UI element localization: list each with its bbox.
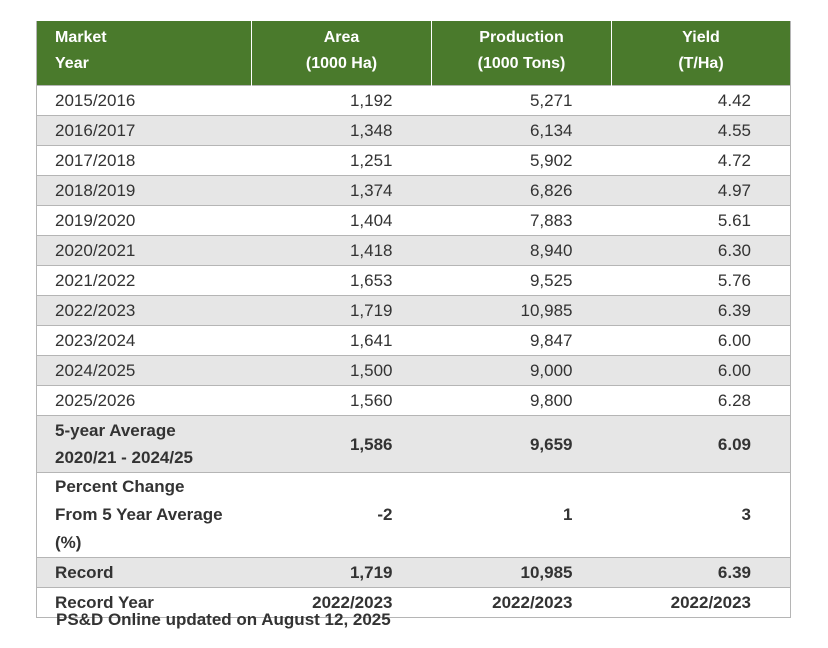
production-cell: 6,826 xyxy=(431,175,612,206)
table-body: 2015/2016 1,192 5,271 4.42 2016/2017 1,348 6,1… xyxy=(36,85,791,618)
area-cell: 1,719 xyxy=(251,295,432,326)
record-year-row: Record Year 2022/2023 2022/2023 2022/202… xyxy=(36,587,791,618)
record-year-area: 2022/2023 xyxy=(251,587,432,618)
percent-change-label: Percent Change From 5 Year Average (%) xyxy=(36,472,252,558)
header-yield-line2: (T/Ha) xyxy=(678,55,724,72)
market-year-cell: 2020/2021 xyxy=(36,235,252,266)
record-year-production: 2022/2023 xyxy=(431,587,612,618)
average-area: 1,586 xyxy=(251,415,432,473)
record-area: 1,719 xyxy=(251,557,432,588)
yield-cell: 4.97 xyxy=(611,175,791,206)
market-year-cell: 2019/2020 xyxy=(36,205,252,236)
market-year-cell: 2024/2025 xyxy=(36,355,252,386)
market-year-cell: 2018/2019 xyxy=(36,175,252,206)
production-cell: 9,000 xyxy=(431,355,612,386)
header-area: Area (1000 Ha) xyxy=(251,21,432,86)
average-yield: 6.09 xyxy=(611,415,791,473)
production-cell: 9,847 xyxy=(431,325,612,356)
market-year-cell: 2021/2022 xyxy=(36,265,252,296)
market-year-cell: 2023/2024 xyxy=(36,325,252,356)
table-row: 2022/2023 1,719 10,985 6.39 xyxy=(36,295,791,326)
area-cell: 1,653 xyxy=(251,265,432,296)
area-cell: 1,404 xyxy=(251,205,432,236)
data-table-container: Market Year Area (1000 Ha) Production (1… xyxy=(36,21,792,618)
yield-cell: 6.00 xyxy=(611,325,791,356)
record-yield: 6.39 xyxy=(611,557,791,588)
update-note: PS&D Online updated on August 12, 2025 xyxy=(56,610,391,629)
average-label-line1: 5-year Average xyxy=(55,421,176,440)
header-area-line1: Area xyxy=(323,29,360,46)
average-label: 5-year Average 2020/21 - 2024/25 xyxy=(36,415,252,473)
yield-cell: 6.28 xyxy=(611,385,791,416)
production-cell: 5,902 xyxy=(431,145,612,176)
percent-change-row: Percent Change From 5 Year Average (%) -… xyxy=(36,472,791,558)
market-year-cell: 2015/2016 xyxy=(36,85,252,116)
table-row: 2025/2026 1,560 9,800 6.28 xyxy=(36,385,791,416)
record-year-yield: 2022/2023 xyxy=(611,587,791,618)
header-production: Production (1000 Tons) xyxy=(431,21,612,86)
yield-cell: 6.30 xyxy=(611,235,791,266)
table-row: 2024/2025 1,500 9,000 6.00 xyxy=(36,355,791,386)
production-cell: 9,800 xyxy=(431,385,612,416)
yield-cell: 4.55 xyxy=(611,115,791,146)
average-label-line2: 2020/21 - 2024/25 xyxy=(55,448,194,467)
area-cell: 1,348 xyxy=(251,115,432,146)
market-year-cell: 2017/2018 xyxy=(36,145,252,176)
production-cell: 7,883 xyxy=(431,205,612,236)
header-production-line1: Production xyxy=(479,29,564,46)
percent-change-label-line3: (%) xyxy=(55,533,82,552)
yield-cell: 4.42 xyxy=(611,85,791,116)
average-production: 9,659 xyxy=(431,415,612,473)
area-cell: 1,560 xyxy=(251,385,432,416)
five-year-average-row: 5-year Average 2020/21 - 2024/25 1,586 9… xyxy=(36,415,791,473)
production-cell: 6,134 xyxy=(431,115,612,146)
header-yield-line1: Yield xyxy=(682,29,720,46)
production-cell: 9,525 xyxy=(431,265,612,296)
percent-change-yield: 3 xyxy=(611,472,791,558)
area-cell: 1,641 xyxy=(251,325,432,356)
header-market-year-line1: Market xyxy=(55,29,107,46)
percent-change-label-line2: From 5 Year Average xyxy=(55,505,223,524)
header-market-year-line2: Year xyxy=(55,55,89,72)
market-year-cell: 2022/2023 xyxy=(36,295,252,326)
header-yield: Yield (T/Ha) xyxy=(611,21,791,86)
record-year-label: Record Year xyxy=(36,587,252,618)
table-row: 2016/2017 1,348 6,134 4.55 xyxy=(36,115,791,146)
table-row: 2015/2016 1,192 5,271 4.42 xyxy=(36,85,791,116)
record-label: Record xyxy=(36,557,252,588)
area-cell: 1,374 xyxy=(251,175,432,206)
percent-change-label-line1: Percent Change xyxy=(55,477,185,496)
production-table: Market Year Area (1000 Ha) Production (1… xyxy=(36,21,791,618)
yield-cell: 5.76 xyxy=(611,265,791,296)
percent-change-production: 1 xyxy=(431,472,612,558)
table-row: 2017/2018 1,251 5,902 4.72 xyxy=(36,145,791,176)
yield-cell: 6.39 xyxy=(611,295,791,326)
market-year-cell: 2016/2017 xyxy=(36,115,252,146)
table-row: 2020/2021 1,418 8,940 6.30 xyxy=(36,235,791,266)
production-cell: 10,985 xyxy=(431,295,612,326)
area-cell: 1,500 xyxy=(251,355,432,386)
market-year-cell: 2025/2026 xyxy=(36,385,252,416)
table-row: 2023/2024 1,641 9,847 6.00 xyxy=(36,325,791,356)
table-row: 2021/2022 1,653 9,525 5.76 xyxy=(36,265,791,296)
header-production-line2: (1000 Tons) xyxy=(477,55,566,72)
yield-cell: 4.72 xyxy=(611,145,791,176)
yield-cell: 5.61 xyxy=(611,205,791,236)
table-row: 2019/2020 1,404 7,883 5.61 xyxy=(36,205,791,236)
header-market-year: Market Year xyxy=(36,21,252,86)
area-cell: 1,192 xyxy=(251,85,432,116)
production-cell: 8,940 xyxy=(431,235,612,266)
record-row: Record 1,719 10,985 6.39 xyxy=(36,557,791,588)
area-cell: 1,418 xyxy=(251,235,432,266)
table-header: Market Year Area (1000 Ha) Production (1… xyxy=(36,21,791,86)
production-cell: 5,271 xyxy=(431,85,612,116)
yield-cell: 6.00 xyxy=(611,355,791,386)
header-area-line2: (1000 Ha) xyxy=(305,55,378,72)
record-production: 10,985 xyxy=(431,557,612,588)
percent-change-area: -2 xyxy=(251,472,432,558)
table-row: 2018/2019 1,374 6,826 4.97 xyxy=(36,175,791,206)
area-cell: 1,251 xyxy=(251,145,432,176)
